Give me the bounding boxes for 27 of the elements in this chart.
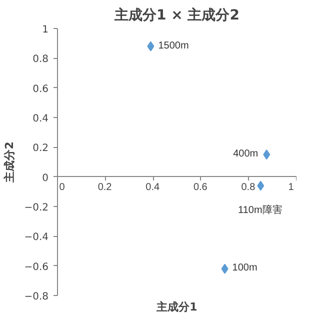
x-tick-label: 0.6 [193,182,208,194]
y-tick-label: 0.8 [32,54,49,66]
annotation: 1500m [158,40,189,52]
annotation: 100m [232,262,258,274]
y-axis-title: 主成分2 [3,142,16,184]
annotation: 400m [233,148,258,160]
y-tick-label: 0.4 [32,114,49,124]
y-tick-label: 1 [42,24,49,36]
y-tick-label: −0.4 [24,232,49,244]
x-axis-title: 主成分1 [156,300,198,314]
x-tick-label: 0.4 [146,182,160,194]
y-tick-label: −0.2 [24,202,49,214]
point [147,41,154,52]
y-tick-label: 0.6 [32,84,49,95]
y-tick-label: −0.6 [24,262,49,273]
point [221,264,228,274]
x-tick-label: 0.8 [241,182,256,194]
point [263,150,270,160]
annotation: 110m障害 [238,204,282,218]
y-tick-label: 0.2 [32,143,49,154]
x-tick-label: 0 [59,182,65,194]
y-tick-label: 0 [42,172,49,184]
chart-title: 主成分1 × 主成分2 [114,6,240,24]
x-tick-label: 1 [288,182,294,194]
x-tick-label: 0.2 [98,182,112,194]
point [257,180,264,191]
y-tick-label: −0.8 [24,292,49,302]
